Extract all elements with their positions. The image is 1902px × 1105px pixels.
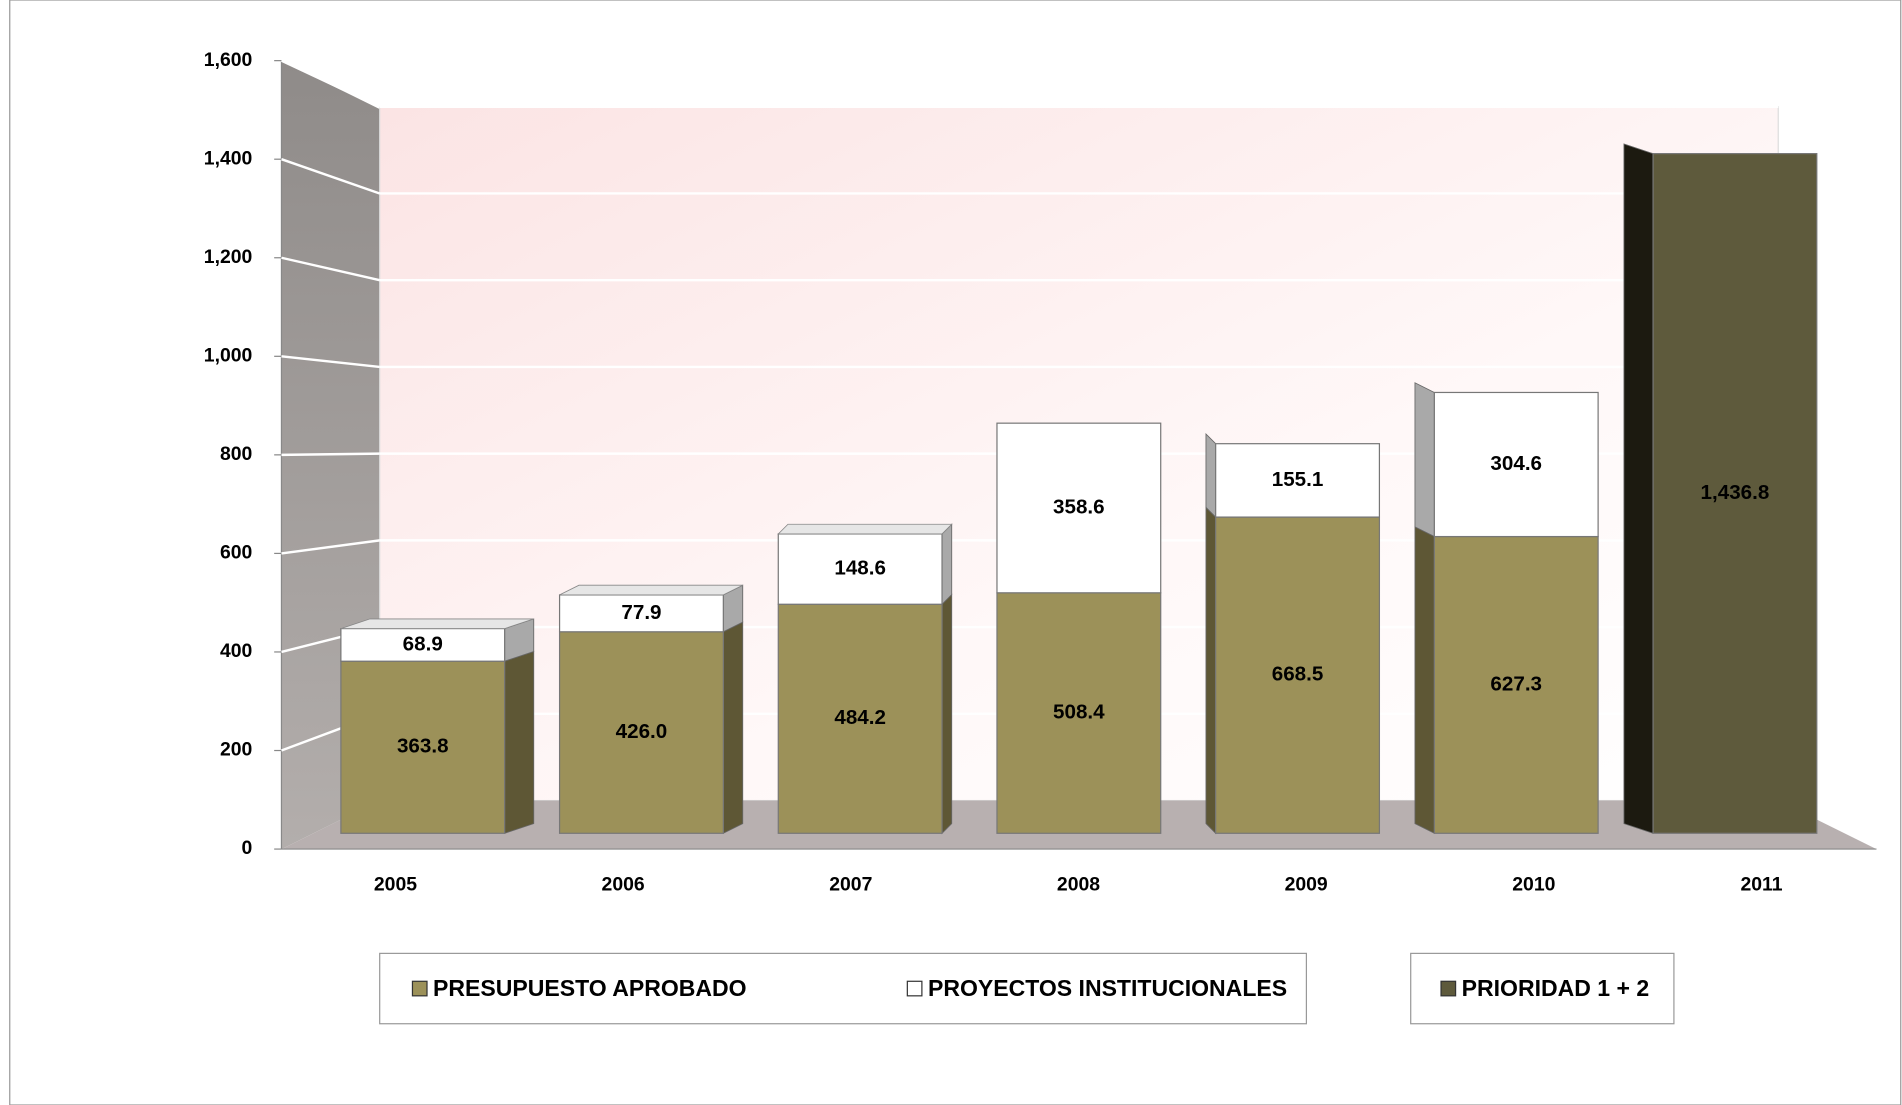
- data-label: 358.6: [1053, 495, 1105, 518]
- bar: [1652, 153, 1818, 834]
- legend-swatch: [906, 980, 923, 997]
- legend-label: PROYECTOS INSTITUCIONALES: [928, 975, 1287, 1001]
- bar: [1433, 391, 1599, 538]
- grid-line: [281, 452, 380, 457]
- data-label: 1,436.8: [1701, 481, 1770, 504]
- data-label: 363.8: [397, 735, 449, 758]
- bar-side: [1205, 506, 1217, 835]
- grid-line: [281, 539, 380, 555]
- bar: [996, 422, 1162, 594]
- bar: [1215, 443, 1381, 518]
- data-label: 484.2: [834, 706, 886, 729]
- bar-side: [941, 593, 953, 835]
- bar: [1215, 516, 1381, 834]
- bar: [558, 594, 724, 633]
- data-label: 668.5: [1272, 663, 1324, 686]
- bar: [996, 592, 1162, 834]
- x-tick-label: 2009: [1285, 874, 1328, 896]
- data-label: 508.4: [1053, 701, 1105, 724]
- y-tick-label: 1,000: [204, 344, 253, 366]
- data-label: 627.3: [1490, 672, 1542, 695]
- data-label: 68.9: [403, 632, 443, 655]
- data-label: 148.6: [834, 557, 886, 580]
- bar-side: [722, 621, 744, 834]
- grid-line: [281, 158, 381, 195]
- bar-top: [777, 523, 953, 535]
- grid-line: [281, 355, 380, 369]
- legend-swatch: [411, 980, 428, 997]
- bar-top: [340, 618, 534, 630]
- bar: [777, 603, 943, 834]
- x-tick-label: 2005: [374, 874, 417, 896]
- legend-label: PRIORIDAD 1 + 2: [1462, 975, 1650, 1001]
- legend-swatch: [1440, 980, 1457, 997]
- grid-line: [280, 59, 381, 108]
- y-tick-label: 400: [220, 640, 252, 662]
- y-tick-label: 0: [242, 837, 253, 859]
- bar: [1433, 535, 1599, 834]
- x-tick-label: 2010: [1512, 874, 1555, 896]
- legend-label: PRESUPUESTO APROBADO: [433, 975, 747, 1001]
- data-label: 155.1: [1272, 468, 1324, 491]
- x-tick-label: 2011: [1740, 874, 1782, 896]
- data-label: 304.6: [1490, 452, 1542, 475]
- y-tick-label: 1,600: [204, 49, 253, 71]
- y-tick-label: 1,200: [204, 246, 253, 268]
- data-label: 426.0: [616, 720, 668, 743]
- bar: [340, 628, 506, 662]
- bar-side: [1414, 526, 1435, 834]
- x-tick-label: 2008: [1057, 874, 1100, 896]
- legend-box: [379, 952, 1308, 1025]
- bar-side: [1205, 432, 1217, 519]
- frame: [9, 0, 1902, 1105]
- bar: [777, 533, 943, 605]
- y-tick-label: 1,400: [204, 147, 253, 169]
- bar-side: [1623, 143, 1654, 834]
- y-tick-label: 800: [220, 443, 252, 465]
- bar-side: [1414, 382, 1435, 538]
- x-tick-label: 2007: [829, 874, 872, 896]
- y-tick-label: 200: [220, 739, 252, 761]
- y-tick-label: 600: [220, 542, 252, 564]
- bar: [558, 631, 724, 834]
- bar-side: [941, 523, 953, 606]
- bar-side: [504, 650, 535, 834]
- data-label: 77.9: [621, 601, 661, 624]
- x-tick-label: 2006: [602, 874, 645, 896]
- grid-line: [281, 256, 380, 282]
- bar-top: [559, 584, 743, 596]
